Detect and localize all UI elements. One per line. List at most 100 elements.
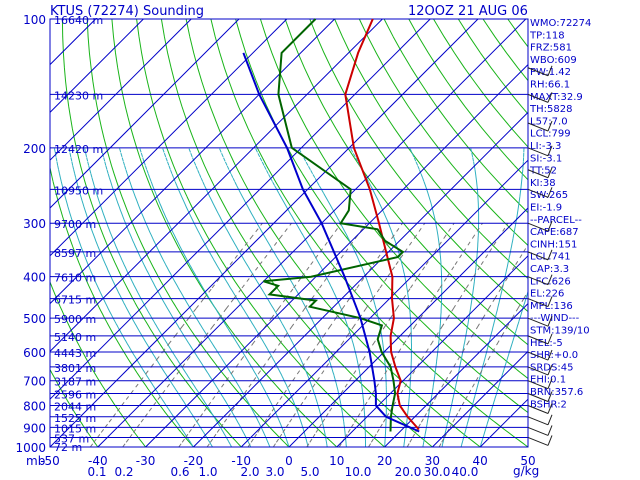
height-label: 2044 m xyxy=(54,401,96,414)
wind-barb-staff xyxy=(527,93,549,103)
dry-adiabat xyxy=(383,18,529,213)
height-label: 8597 m xyxy=(54,247,96,260)
index-item: FRZ:581 xyxy=(530,43,572,54)
height-label: 72 m xyxy=(54,441,82,454)
index-item: WMO:72274 xyxy=(530,18,591,29)
isotherm xyxy=(49,18,479,448)
wind-barbs xyxy=(527,65,553,446)
index-item: L57:7.0 xyxy=(530,116,568,127)
wind-barb-staff xyxy=(527,122,549,132)
wind-barb-flag xyxy=(547,296,553,307)
height-label: 12420 m xyxy=(54,143,103,156)
wind-barb-flag xyxy=(547,435,553,446)
x-tick-label: -20 xyxy=(184,454,204,468)
x-tick-label: 20 xyxy=(377,454,392,468)
x-tick-label: 40 xyxy=(473,454,488,468)
y-tick-label: 1000 xyxy=(15,441,46,455)
series-line-0 xyxy=(344,18,420,431)
y-tick-label: 100 xyxy=(23,13,46,27)
mixing-ratio-label: 5.0 xyxy=(300,465,319,479)
index-item: ---WIND--- xyxy=(530,313,580,324)
wind-barb-flag xyxy=(547,378,553,389)
mixing-ratio-line xyxy=(438,291,529,448)
wind-barb-flag xyxy=(547,65,553,76)
y-tick-label: 500 xyxy=(23,312,46,326)
mixing-ratio-label: 0.2 xyxy=(114,465,133,479)
wind-barb-flag xyxy=(547,349,553,361)
wind-barb-staff xyxy=(527,426,549,436)
x-tick-label: 10 xyxy=(329,454,344,468)
wind-barb-flag xyxy=(547,414,553,425)
moist-adiabat xyxy=(254,147,366,447)
y-tick-label: 400 xyxy=(23,271,46,285)
wind-barb-staff xyxy=(527,147,549,157)
wind-barb-staff xyxy=(527,335,549,345)
index-item: SRDS:45 xyxy=(530,362,573,373)
chart-title: KTUS (72274) Sounding xyxy=(50,4,204,19)
isotherm xyxy=(288,207,529,448)
chart-series xyxy=(242,18,420,433)
isotherm xyxy=(49,18,288,257)
y-tick-label: 600 xyxy=(23,346,46,360)
wind-barb-staff xyxy=(527,276,549,286)
wind-barb-flag xyxy=(547,120,553,132)
wind-barb-staff xyxy=(527,222,549,232)
plot-frame xyxy=(49,18,529,448)
dry-adiabat xyxy=(309,18,529,312)
height-label: 3187 m xyxy=(54,376,96,389)
dry-adiabat xyxy=(86,18,290,448)
chart-grid xyxy=(49,18,529,448)
isotherm xyxy=(336,255,529,448)
x-tick-label: -50 xyxy=(40,454,60,468)
wind-barb-flag xyxy=(547,92,553,103)
series-line-1 xyxy=(263,18,405,432)
wind-barb-staff xyxy=(527,380,549,390)
wind-barb-staff xyxy=(527,437,549,446)
mixing-ratio-label: 1.0 xyxy=(198,465,217,479)
index-item: LCL:799 xyxy=(530,129,571,140)
valid-time: 12OOZ 21 AUG 06 xyxy=(408,4,528,19)
height-label: 4443 m xyxy=(54,347,96,360)
index-item: CAP:3.3 xyxy=(530,264,569,275)
index-item: BSHR:2 xyxy=(530,399,567,410)
y-tick-label: 700 xyxy=(23,375,46,389)
wind-barb-flag xyxy=(547,425,553,436)
wind-barb-staff xyxy=(527,251,549,261)
isotherm xyxy=(49,18,383,352)
isotherm xyxy=(49,18,335,304)
mixing-ratio-label: 2.0 xyxy=(240,465,259,479)
x-tick-label: -10 xyxy=(231,454,251,468)
index-item: LFC:626 xyxy=(530,276,571,287)
mixing-ratio-label: 3.0 xyxy=(265,465,284,479)
isotherm xyxy=(49,18,240,209)
index-item: EL:226 xyxy=(530,289,564,300)
index-item: TP:118 xyxy=(529,30,565,41)
height-label: 537 m xyxy=(54,432,89,445)
height-label: 16640 m xyxy=(54,14,103,27)
wind-barb-staff xyxy=(527,366,549,376)
index-item: PW:1.42 xyxy=(530,67,571,78)
x-tick-label: 0 xyxy=(285,454,293,468)
mixing-ratio-label: 0.6 xyxy=(170,465,189,479)
height-label: 1015 m xyxy=(54,422,96,435)
wind-barb-flag xyxy=(547,315,553,327)
index-item: KI:38 xyxy=(530,178,556,189)
index-item: --PARCEL-- xyxy=(530,215,582,226)
index-item: STM:139/10 xyxy=(530,326,590,337)
wind-barb-staff xyxy=(527,169,549,179)
index-item: SHR:+0.0 xyxy=(530,350,578,361)
x-tick-label: -30 xyxy=(136,454,156,468)
isotherm xyxy=(97,18,527,448)
wind-barb-staff xyxy=(527,188,549,198)
isotherm xyxy=(432,351,529,448)
mixing-ratio-line xyxy=(178,222,342,448)
dry-adiabat xyxy=(457,18,529,115)
wind-barb-flag xyxy=(547,391,553,402)
moist-adiabat xyxy=(188,147,328,448)
height-label: 9700 m xyxy=(54,218,96,231)
x-tick-label: 30 xyxy=(425,454,440,468)
wind-barb-staff xyxy=(527,405,549,414)
index-item: EHI:0.1 xyxy=(530,375,566,386)
